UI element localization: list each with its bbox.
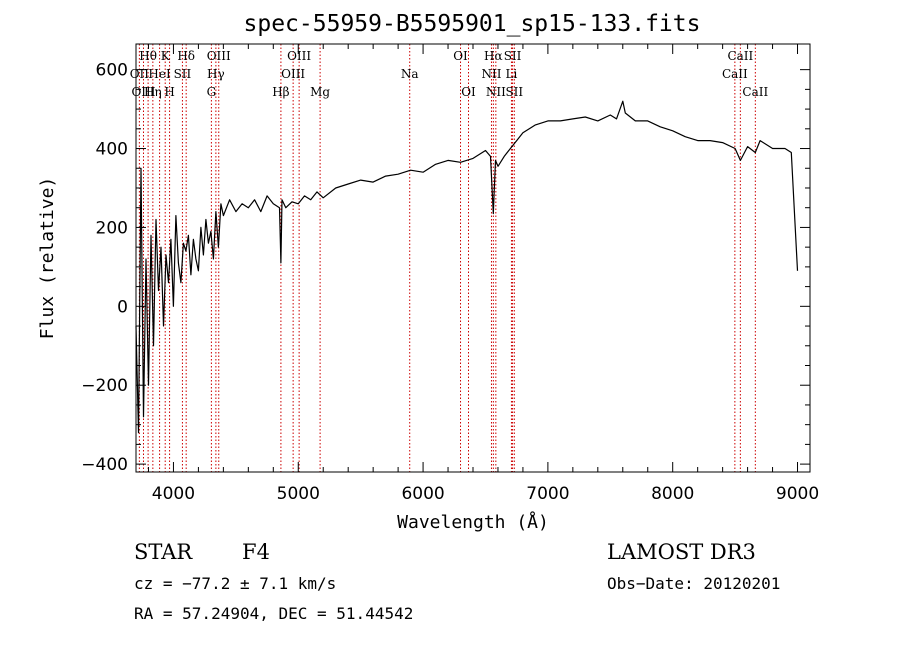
x-tick-label: 7000: [526, 484, 569, 504]
spectral-line-label: Hβ: [272, 85, 289, 99]
spectral-line-label: CaII: [742, 85, 768, 99]
observation-date: Obs−Date: 20120201: [607, 574, 781, 593]
y-tick-label: 600: [96, 61, 128, 81]
spectral-line-label: OIII: [207, 49, 231, 63]
x-tick-label: 5000: [277, 484, 320, 504]
x-tick-label: 8000: [651, 484, 694, 504]
x-tick-label: 4000: [152, 484, 195, 504]
plot-frame: [135, 43, 811, 473]
y-tick-label: 200: [96, 218, 128, 238]
spectral-line-label: HeI: [148, 67, 171, 81]
flux-series-line: [135, 100, 799, 434]
spectral-line-label: Mg: [310, 85, 330, 99]
spectral-line-label: CaII: [727, 49, 753, 63]
object-class: STAR: [134, 540, 193, 564]
tick-layer: 4000 5000 6000 7000 8000 9000 −400 −200 0 200 400 6…: [81, 44, 819, 504]
spectral-line-label: G: [207, 85, 217, 99]
spectral-line-label: K: [161, 49, 171, 63]
spectral-line-label: Li: [506, 67, 518, 81]
spectral-line-label: Hδ: [177, 49, 195, 63]
spectral-line-label: Hη: [144, 85, 162, 99]
spectral-line-label: CaII: [722, 67, 748, 81]
spectral-line-label: OI: [453, 49, 468, 63]
y-tick-label: 400: [96, 140, 128, 160]
spectral-line-label: Hγ: [207, 67, 225, 81]
y-tick-label: −400: [81, 455, 128, 475]
spectral-line-label: OI: [461, 85, 476, 99]
x-tick-label: 9000: [776, 484, 819, 504]
y-tick-label: 0: [117, 297, 128, 317]
y-axis-label: Flux (relative): [37, 177, 58, 340]
redshift-value: cz = −77.2 ± 7.1 km/s: [134, 574, 337, 593]
sky-coordinates: RA = 57.24904, DEC = 51.44542: [134, 604, 414, 623]
spectral-line-label: OIII: [281, 67, 305, 81]
series-layer: [135, 100, 799, 434]
spectral-line-label: Na: [401, 67, 419, 81]
spectral-line-label: OIII: [287, 49, 311, 63]
survey-name: LAMOST DR3: [607, 540, 756, 564]
chart-title: spec-55959-B5595901_sp15-133.fits: [244, 11, 701, 37]
spectral-line-label: H: [164, 85, 174, 99]
y-tick-label: −200: [81, 376, 128, 396]
spectral-line-label: SII: [505, 85, 523, 99]
spectral-line-label: OIII: [131, 85, 155, 99]
spectral-line-label: Hα: [484, 49, 503, 63]
spectral-line-label: NII: [486, 85, 506, 99]
spectral-line-label: NII: [481, 67, 501, 81]
spectral-line-label: OII: [130, 67, 150, 81]
spectral-line-label: SII: [174, 67, 192, 81]
x-tick-label: 6000: [401, 484, 444, 504]
x-axis-label: Wavelength (Å): [397, 511, 549, 533]
line-marker-layer: [138, 44, 756, 472]
spectral-line-label: SII: [504, 49, 522, 63]
spectral-line-label: Hθ: [139, 49, 157, 63]
object-subclass: F4: [242, 540, 270, 564]
